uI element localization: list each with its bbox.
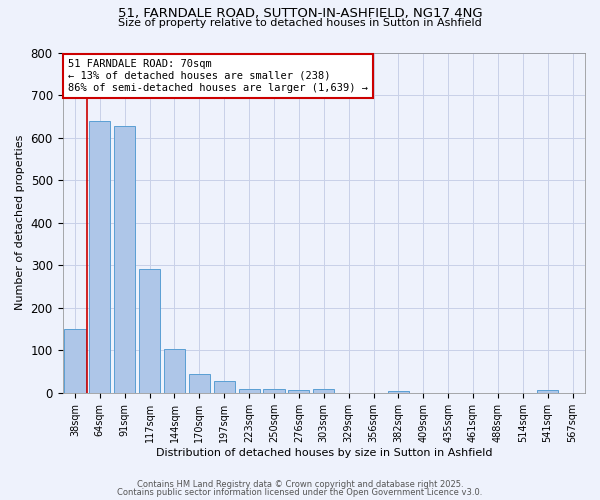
- Text: 51, FARNDALE ROAD, SUTTON-IN-ASHFIELD, NG17 4NG: 51, FARNDALE ROAD, SUTTON-IN-ASHFIELD, N…: [118, 8, 482, 20]
- Text: 51 FARNDALE ROAD: 70sqm
← 13% of detached houses are smaller (238)
86% of semi-d: 51 FARNDALE ROAD: 70sqm ← 13% of detache…: [68, 60, 368, 92]
- Bar: [214, 380, 235, 393]
- Bar: [388, 390, 409, 393]
- Text: Size of property relative to detached houses in Sutton in Ashfield: Size of property relative to detached ho…: [118, 18, 482, 28]
- Bar: [139, 269, 160, 393]
- Bar: [537, 390, 558, 393]
- Bar: [263, 388, 284, 393]
- Bar: [164, 350, 185, 393]
- Text: Contains HM Land Registry data © Crown copyright and database right 2025.: Contains HM Land Registry data © Crown c…: [137, 480, 463, 489]
- Text: Contains public sector information licensed under the Open Government Licence v3: Contains public sector information licen…: [118, 488, 482, 497]
- X-axis label: Distribution of detached houses by size in Sutton in Ashfield: Distribution of detached houses by size …: [155, 448, 492, 458]
- Bar: [64, 329, 86, 393]
- Bar: [239, 390, 260, 393]
- Bar: [189, 374, 210, 393]
- Bar: [313, 390, 334, 393]
- Bar: [289, 390, 310, 393]
- Y-axis label: Number of detached properties: Number of detached properties: [15, 135, 25, 310]
- Bar: [114, 126, 136, 393]
- Bar: [89, 122, 110, 393]
